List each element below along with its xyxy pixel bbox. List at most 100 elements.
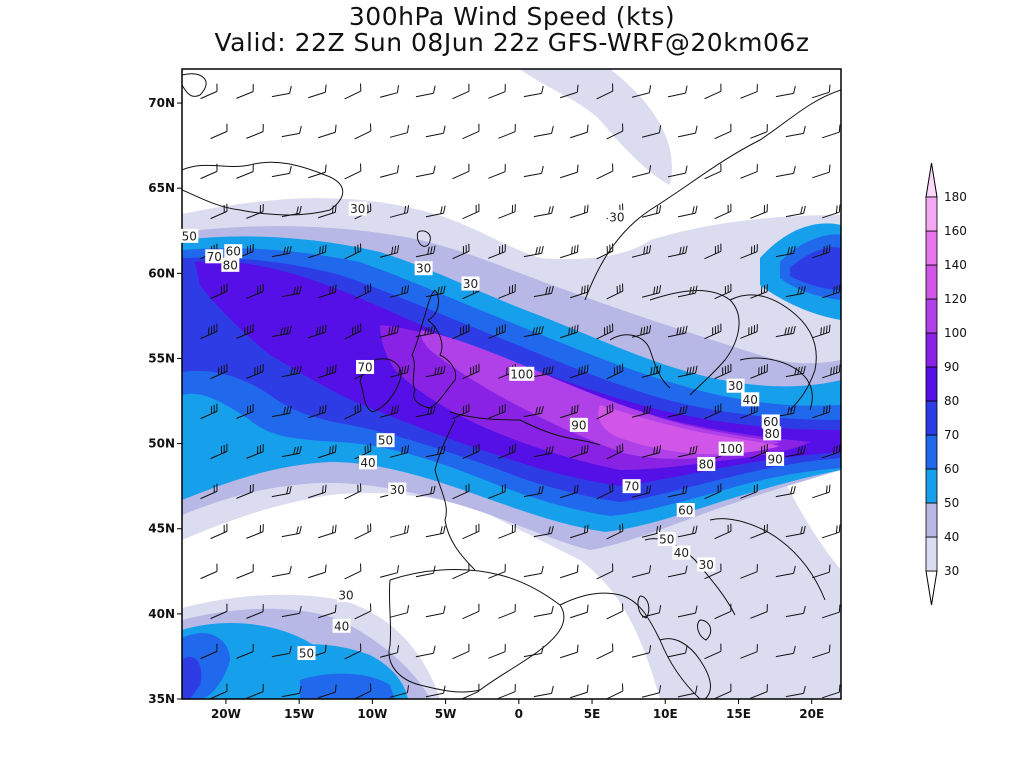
contour-label: 30 — [390, 483, 405, 497]
wind-barb — [462, 523, 480, 540]
wind-barb — [812, 644, 831, 659]
wind-barb — [498, 524, 516, 539]
wind-barb — [462, 603, 480, 620]
lon-tick-label: 5W — [435, 707, 457, 721]
lon-tick-label: 20E — [799, 707, 824, 721]
wind-barb — [452, 83, 470, 100]
contour-label-bg — [672, 545, 691, 560]
wind-barb — [667, 85, 688, 98]
contour-label: 70 — [624, 480, 639, 494]
colorbar-under-triangle — [925, 570, 938, 606]
lat-tick-label: 60N — [148, 266, 175, 280]
wind-barb — [523, 645, 544, 658]
wind-barb — [415, 325, 436, 338]
contour-label-bg — [358, 455, 377, 470]
wind-barb — [641, 685, 662, 698]
contour-label: 50 — [182, 229, 197, 243]
wind-barb — [641, 605, 662, 618]
wind-barb — [812, 164, 831, 179]
wind-barb — [822, 604, 841, 619]
lat-tick-label: 55N — [148, 351, 175, 365]
wind-barb — [379, 645, 400, 658]
colorbar-swatch — [925, 196, 938, 232]
wind-barb — [271, 245, 292, 258]
wind-barb — [281, 285, 302, 298]
plot-frame — [181, 68, 842, 700]
wind-barb — [308, 324, 327, 339]
contour-label: 50 — [378, 434, 393, 448]
wind-barb — [606, 683, 624, 699]
contour-label-bg — [205, 249, 224, 264]
wind-barb — [488, 84, 506, 99]
wind-barb — [570, 124, 589, 139]
wind-barb — [210, 363, 228, 380]
wind-barb — [415, 645, 436, 658]
contour-label: 90 — [571, 418, 586, 432]
wind-barb — [389, 445, 410, 458]
colorbar-swatch — [925, 366, 938, 402]
wind-barb — [210, 683, 228, 699]
wind-barb — [498, 604, 516, 619]
colorbar-swatch — [925, 264, 938, 300]
wind-barb — [740, 644, 758, 659]
lon-tick-label: 10E — [653, 707, 678, 721]
wind-barb — [354, 283, 372, 300]
colorbar-legend: 30 40 50 60 70 80 90 100 120 140 160 180 — [925, 162, 967, 606]
wind-barb — [631, 245, 652, 258]
contour-label: 40 — [360, 456, 375, 470]
wind-barb — [704, 163, 722, 180]
contour-label: 100 — [510, 367, 533, 381]
wind-barb — [452, 563, 470, 580]
wind-barb — [389, 125, 410, 138]
contour-label: 100 — [720, 442, 743, 456]
wind-barb — [677, 525, 698, 538]
wind-barb — [677, 125, 698, 138]
wind-barb — [714, 283, 732, 300]
wind-barb — [560, 324, 579, 339]
wind-barb — [452, 483, 470, 500]
wind-barb — [488, 404, 506, 419]
wind-barb — [200, 323, 218, 340]
wind-barb — [281, 525, 302, 538]
wind-barb — [570, 284, 589, 299]
contour-label-bg — [718, 441, 744, 456]
wind-barb — [704, 83, 722, 100]
wind-barb — [246, 204, 264, 219]
wind-barb — [704, 483, 722, 500]
wind-barb — [354, 683, 372, 699]
wind-barb — [425, 365, 446, 378]
wind-barb — [606, 123, 624, 140]
wind-barb — [677, 365, 698, 378]
wind-barb — [415, 245, 436, 258]
wind-barb — [596, 483, 614, 500]
wind-barb — [667, 565, 688, 578]
lon-tick-label: 10W — [357, 707, 387, 721]
wind-barb — [667, 405, 688, 418]
wind-barb — [236, 84, 254, 99]
wind-barb — [560, 564, 579, 579]
contour-label: 30 — [609, 211, 624, 225]
wind-barb — [533, 445, 554, 458]
contour-label: 50 — [659, 532, 674, 546]
wind-barb — [271, 165, 292, 178]
wind-barb — [785, 365, 806, 378]
wind-barb — [560, 484, 579, 499]
colorbar-swatch — [925, 230, 938, 266]
wind-barb — [281, 125, 302, 138]
wind-barb — [533, 365, 554, 378]
contour-label-bg — [388, 482, 407, 497]
wind-barb — [785, 605, 806, 618]
wind-barb — [344, 323, 362, 340]
wind-barb — [750, 444, 768, 459]
contour-label-bg — [607, 210, 626, 225]
contour-label: 40 — [743, 393, 758, 407]
wind-barb — [596, 243, 614, 260]
wind-barb — [750, 684, 768, 699]
colorbar-level-label: 160 — [944, 224, 967, 238]
wind-barb — [523, 405, 544, 418]
lon-tick-label: 15E — [726, 707, 751, 721]
wind-barb — [560, 644, 579, 659]
wind-barb — [462, 123, 480, 140]
wind-barb — [822, 364, 841, 379]
wind-barb — [785, 125, 806, 138]
